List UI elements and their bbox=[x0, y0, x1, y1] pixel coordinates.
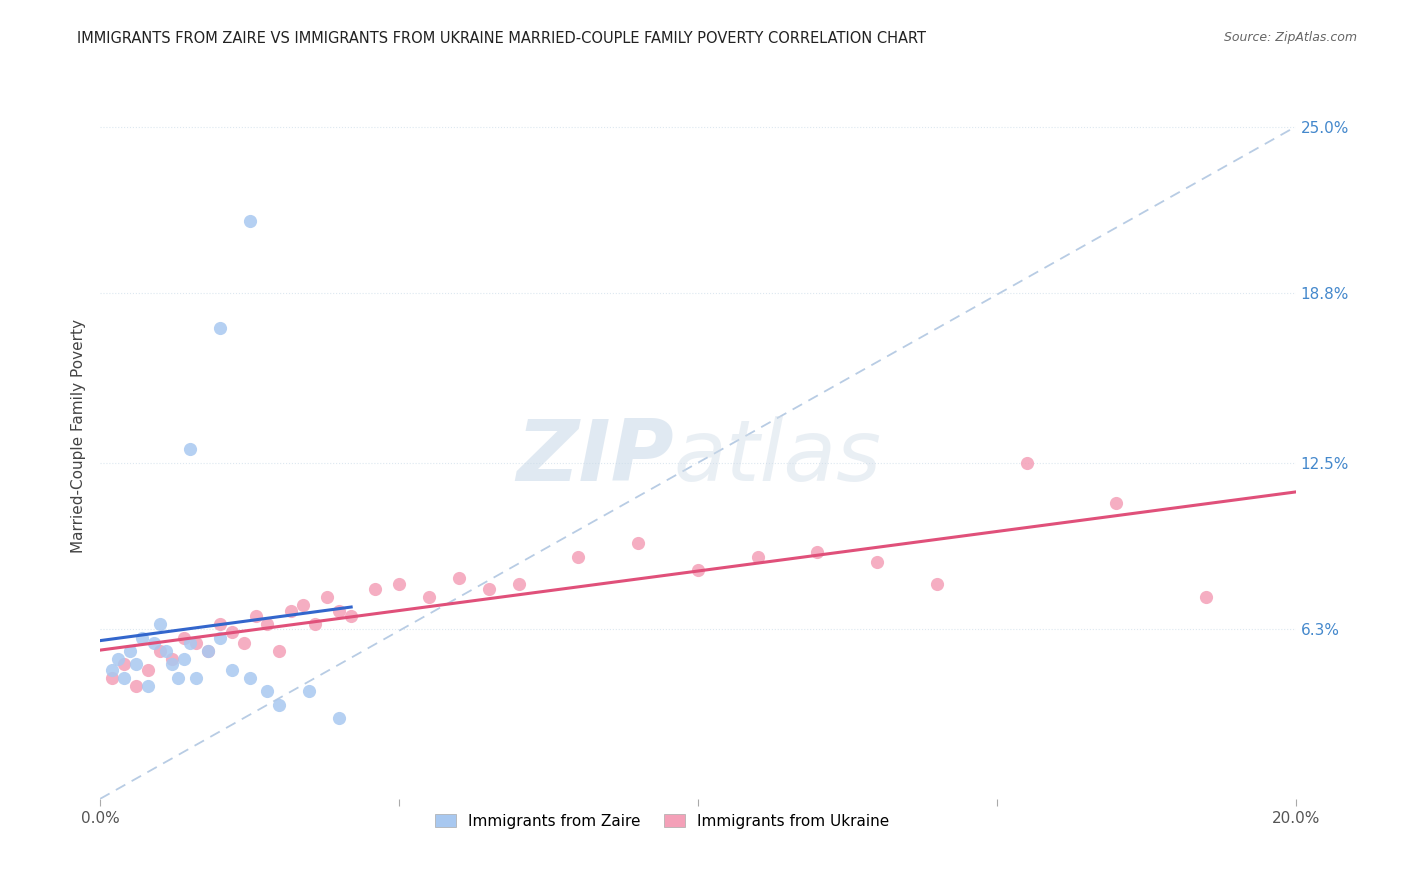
Point bbox=[131, 631, 153, 645]
Point bbox=[747, 549, 769, 564]
Point bbox=[173, 631, 195, 645]
Point bbox=[208, 631, 231, 645]
Point bbox=[388, 576, 411, 591]
Text: ZIP: ZIP bbox=[516, 417, 673, 500]
Point bbox=[925, 576, 948, 591]
Point bbox=[280, 604, 302, 618]
Point bbox=[136, 663, 159, 677]
Point bbox=[316, 591, 339, 605]
Point bbox=[149, 617, 172, 632]
Point bbox=[160, 657, 183, 672]
Point bbox=[118, 644, 141, 658]
Point bbox=[184, 636, 207, 650]
Point bbox=[245, 609, 267, 624]
Point bbox=[447, 571, 470, 585]
Point bbox=[478, 582, 501, 596]
Point bbox=[125, 679, 148, 693]
Point bbox=[304, 617, 326, 632]
Point bbox=[208, 321, 231, 335]
Point bbox=[866, 555, 889, 569]
Point bbox=[364, 582, 387, 596]
Point bbox=[173, 652, 195, 666]
Point bbox=[160, 652, 183, 666]
Point bbox=[197, 644, 219, 658]
Point bbox=[1105, 496, 1128, 510]
Point bbox=[179, 442, 201, 457]
Text: IMMIGRANTS FROM ZAIRE VS IMMIGRANTS FROM UKRAINE MARRIED-COUPLE FAMILY POVERTY C: IMMIGRANTS FROM ZAIRE VS IMMIGRANTS FROM… bbox=[77, 31, 927, 46]
Point bbox=[166, 671, 188, 685]
Text: atlas: atlas bbox=[673, 417, 882, 500]
Point bbox=[184, 671, 207, 685]
Point bbox=[508, 576, 530, 591]
Point bbox=[340, 609, 363, 624]
Point bbox=[328, 711, 350, 725]
Point bbox=[107, 652, 129, 666]
Point bbox=[1015, 456, 1038, 470]
Point bbox=[155, 644, 177, 658]
Point bbox=[806, 544, 828, 558]
Point bbox=[208, 617, 231, 632]
Point bbox=[418, 591, 440, 605]
Point bbox=[627, 536, 650, 550]
Point bbox=[328, 604, 350, 618]
Point bbox=[269, 644, 291, 658]
Point bbox=[149, 644, 172, 658]
Point bbox=[256, 684, 278, 698]
Point bbox=[292, 599, 315, 613]
Point bbox=[142, 636, 165, 650]
Point bbox=[238, 671, 260, 685]
Point bbox=[221, 625, 243, 640]
Point bbox=[232, 636, 254, 650]
Point bbox=[256, 617, 278, 632]
Point bbox=[101, 663, 124, 677]
Point bbox=[686, 563, 709, 577]
Point bbox=[179, 636, 201, 650]
Point bbox=[221, 663, 243, 677]
Point bbox=[298, 684, 321, 698]
Point bbox=[1195, 591, 1218, 605]
Point bbox=[112, 671, 135, 685]
Point bbox=[136, 679, 159, 693]
Y-axis label: Married-Couple Family Poverty: Married-Couple Family Poverty bbox=[72, 319, 86, 553]
Point bbox=[567, 549, 589, 564]
Point bbox=[101, 671, 124, 685]
Point bbox=[269, 698, 291, 712]
Point bbox=[125, 657, 148, 672]
Point bbox=[112, 657, 135, 672]
Point bbox=[238, 214, 260, 228]
Legend: Immigrants from Zaire, Immigrants from Ukraine: Immigrants from Zaire, Immigrants from U… bbox=[429, 807, 896, 835]
Text: Source: ZipAtlas.com: Source: ZipAtlas.com bbox=[1223, 31, 1357, 45]
Point bbox=[197, 644, 219, 658]
